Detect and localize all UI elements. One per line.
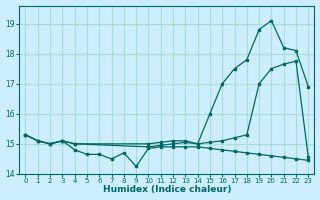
X-axis label: Humidex (Indice chaleur): Humidex (Indice chaleur) — [103, 185, 231, 194]
